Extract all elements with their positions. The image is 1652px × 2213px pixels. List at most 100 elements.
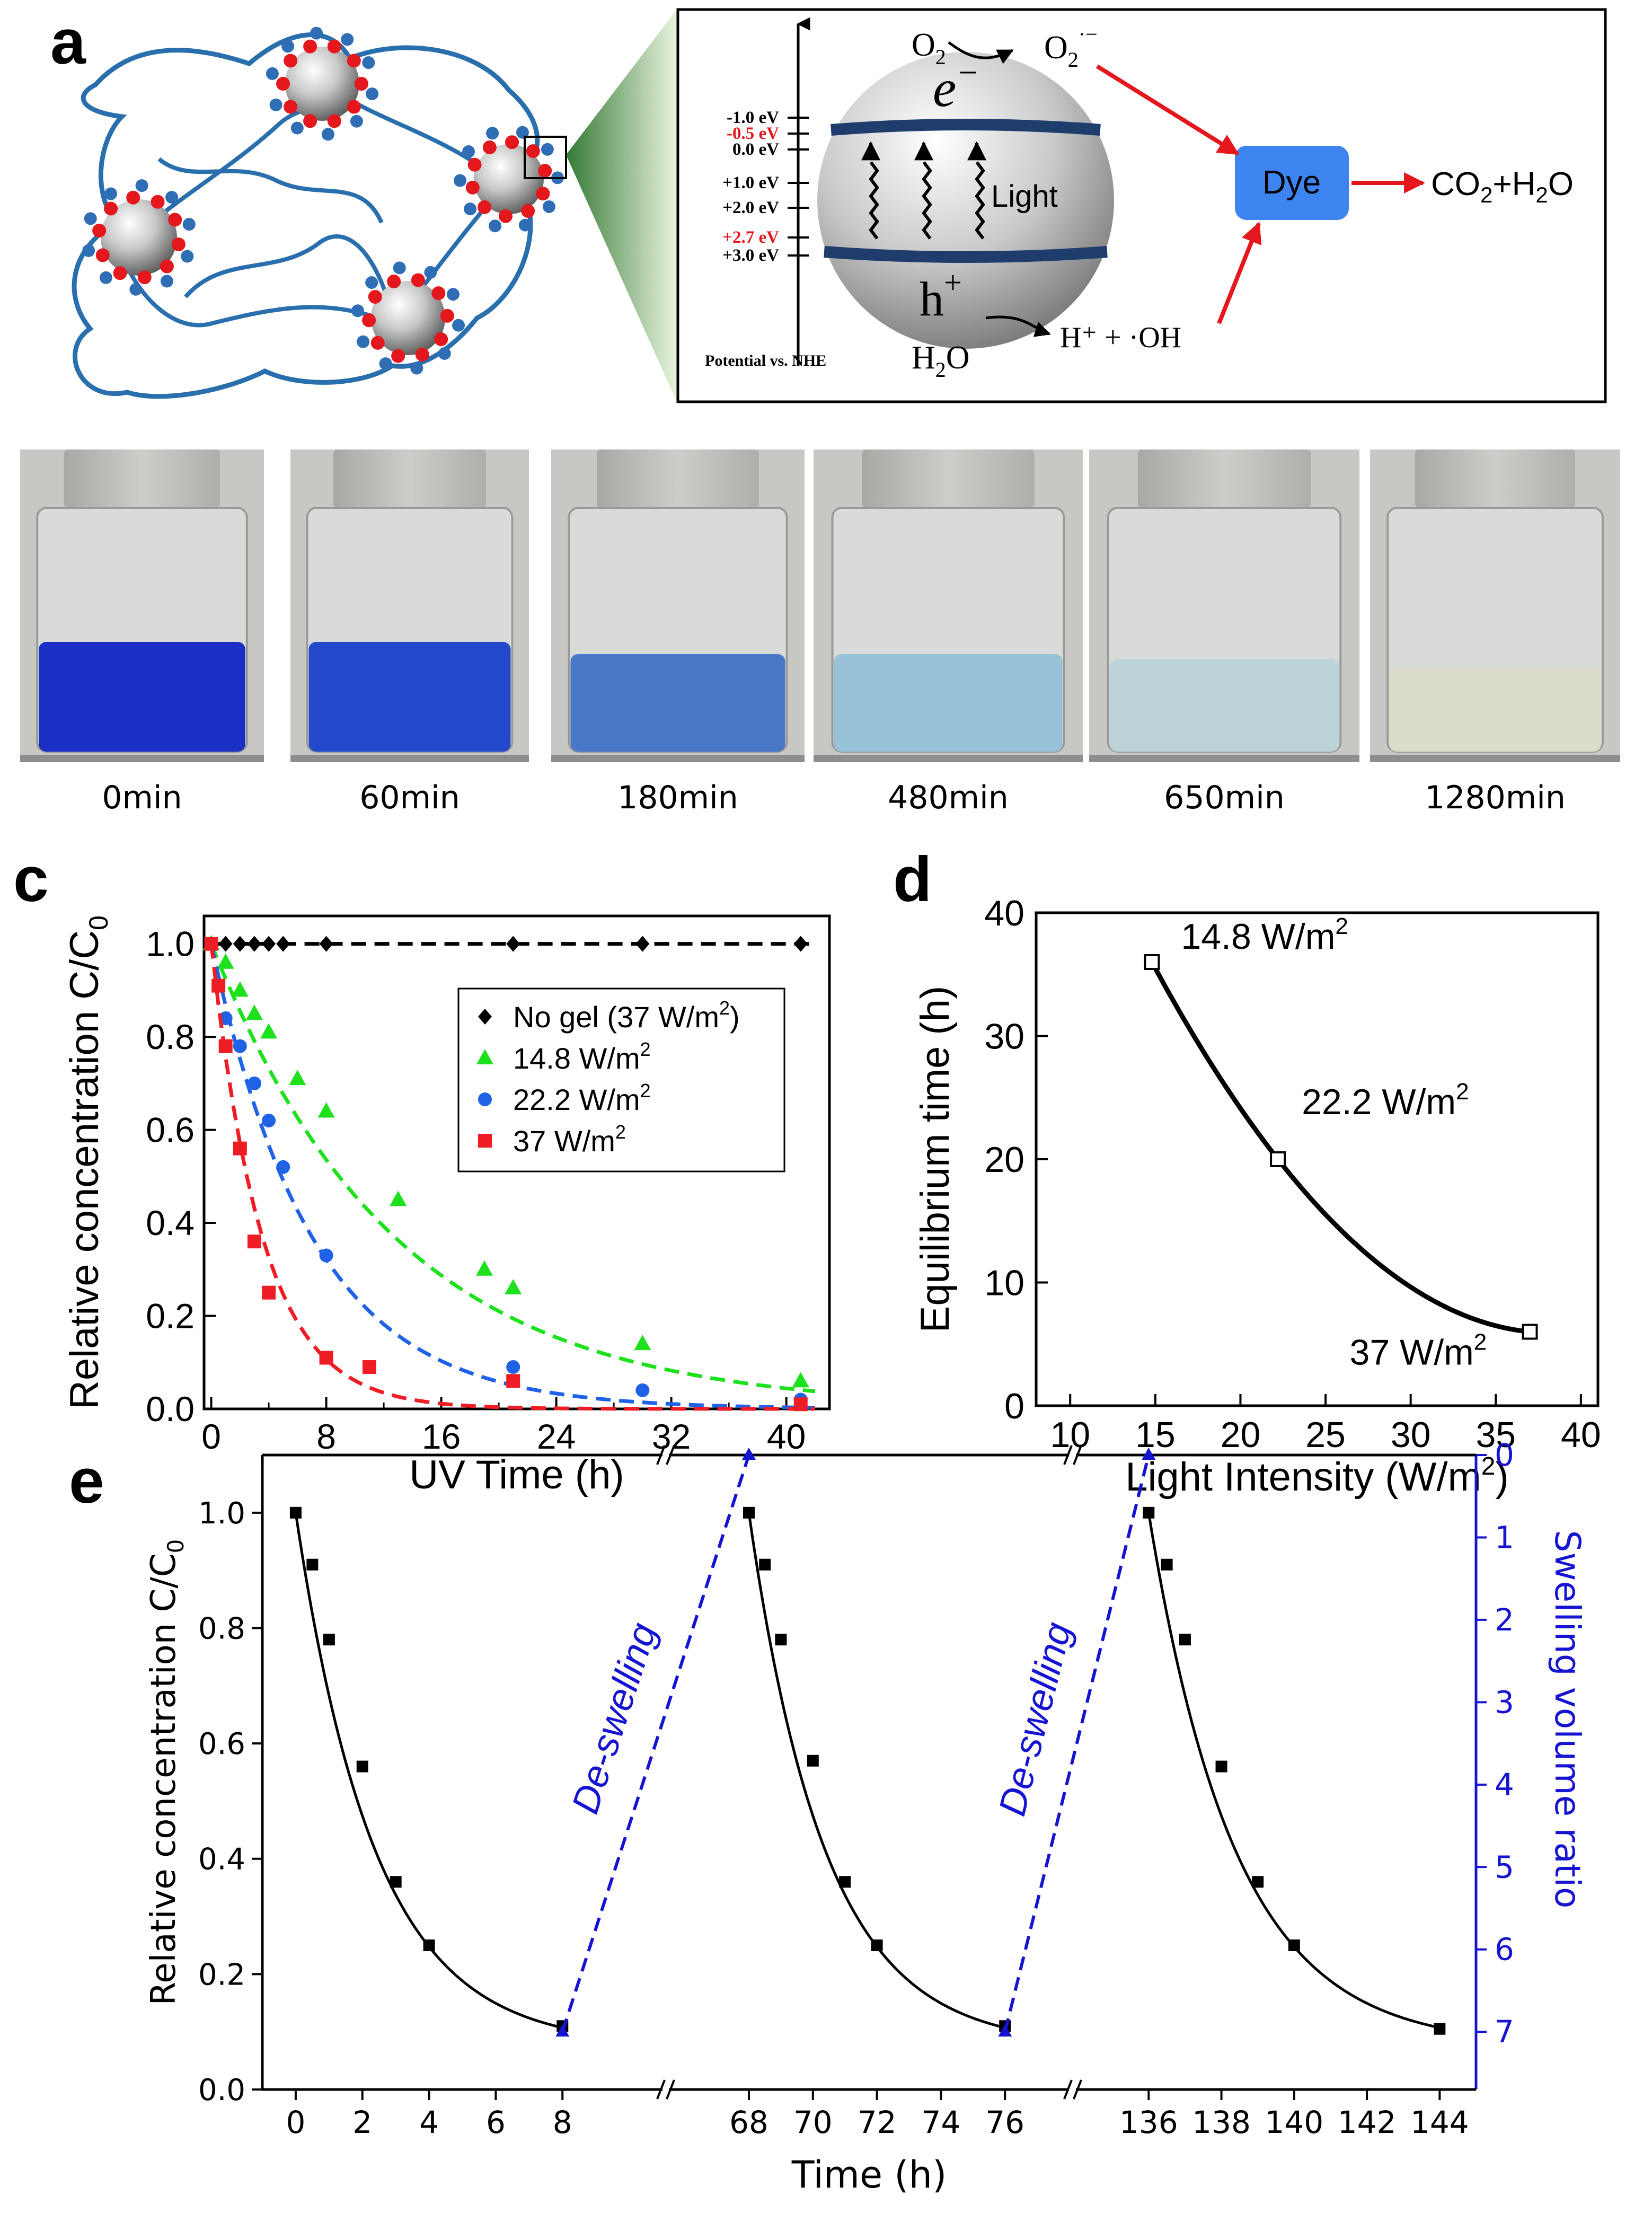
data-point-square — [362, 1360, 376, 1374]
crosslink-dots — [82, 27, 564, 375]
data-point-circle — [247, 1076, 261, 1090]
blue-crosslink-dot — [542, 200, 555, 213]
data-point-square — [743, 1506, 755, 1519]
y-tick-label: 0.0 — [146, 1389, 195, 1429]
data-point-square — [1179, 1634, 1191, 1646]
vial-base — [1370, 755, 1620, 762]
hplus-oh-label: H⁺ + ·OH — [1060, 321, 1181, 354]
data-point-square — [211, 978, 226, 993]
data-point-triangle — [217, 953, 234, 969]
red-crosslink-dot — [536, 187, 550, 201]
data-point-square — [262, 1285, 276, 1300]
data-point-square — [306, 1558, 319, 1571]
x-tick-label: 32 — [652, 1417, 691, 1456]
red-crosslink-dot — [137, 270, 152, 285]
blue-crosslink-dot — [129, 283, 143, 296]
red-crosslink-dot — [355, 77, 368, 91]
y2-tick-label: 3 — [1495, 1684, 1514, 1720]
data-point-square — [1252, 1876, 1264, 1888]
blue-crosslink-dot — [438, 347, 451, 360]
blue-crosslink-dot — [290, 121, 304, 135]
data-point-triangle — [245, 1004, 263, 1020]
legend-box — [457, 988, 785, 1172]
vial-photo — [1370, 449, 1620, 762]
x-tick-label: 144 — [1410, 2104, 1469, 2140]
data-point-open-square — [1144, 954, 1160, 970]
energy-level-label: +3.0 eV — [722, 246, 779, 265]
data-point-square — [356, 1760, 368, 1773]
data-point-diamond — [793, 936, 808, 952]
x-tick-label: 35 — [1476, 1415, 1516, 1455]
y-tick-label: 30 — [984, 1017, 1024, 1057]
legend-label: 37 W/m2 — [513, 1121, 626, 1158]
red-crosslink-dot — [327, 114, 341, 128]
y-tick-label: 0.2 — [198, 1958, 245, 1992]
data-point-square — [218, 1039, 233, 1053]
red-crosslink-dot — [391, 349, 405, 363]
fit-curve — [1150, 960, 1527, 1334]
blue-crosslink-dot — [181, 250, 194, 263]
y-tick-label: 0.8 — [146, 1017, 195, 1056]
blue-crosslink-dot — [486, 127, 499, 140]
data-point-triangle — [289, 1070, 306, 1086]
red-crosslink-dot — [284, 54, 298, 68]
h2o-label: H2O — [912, 340, 970, 382]
data-point-circle — [319, 1248, 333, 1263]
panel-label-a: a — [50, 6, 86, 77]
data-point-diamond — [506, 936, 520, 952]
legend-label: 22.2 W/m2 — [513, 1080, 651, 1116]
red-crosslink-dot — [538, 164, 552, 178]
vial-liquid — [570, 654, 785, 752]
data-point-square — [390, 1876, 402, 1888]
vial-base — [290, 755, 529, 762]
vial-photo — [20, 449, 264, 762]
red-crosslink-dot — [160, 259, 174, 274]
vial-time-label: 650min — [1164, 779, 1285, 816]
deswelling-point — [998, 2024, 1012, 2037]
deswelling-line — [1003, 1454, 1151, 2032]
blue-crosslink-dot — [365, 276, 378, 289]
data-point-triangle — [317, 1102, 335, 1118]
chart-c: 0 8 16 24 32 40 0.0 0.2 0.4 0.6 0.8 1.0 UV Time (h) R… — [62, 914, 831, 1497]
y-tick-label: 20 — [984, 1140, 1024, 1180]
o2-arrow — [948, 41, 1014, 64]
axis-break-mark — [1073, 1445, 1082, 1465]
red-crosslink-dot — [465, 180, 480, 195]
fit-curve — [209, 943, 816, 1394]
data-point-circle — [635, 1383, 650, 1397]
blue-crosslink-dot — [82, 244, 95, 257]
energy-level-label: -1.0 eV — [727, 108, 779, 127]
blue-crosslink-dot — [135, 179, 148, 192]
y2-tick-label: 0 — [1495, 1437, 1514, 1473]
red-crosslink-dot — [303, 39, 317, 54]
x-tick-label: 40 — [1561, 1415, 1601, 1455]
red-crosslink-dot — [284, 100, 298, 114]
x-tick-label: 8 — [316, 1417, 336, 1456]
blue-crosslink-dot — [310, 27, 323, 40]
y2-axis-label: Swelling volume ratio — [1547, 1530, 1588, 1909]
panel-label-d: d — [893, 844, 932, 915]
legend-label: 14.8 W/m2 — [513, 1038, 651, 1075]
vial-neck — [1415, 449, 1576, 508]
energy-level-label: -0.5 eV — [727, 124, 779, 143]
semiconductor-sphere: Light e− h+ — [817, 52, 1114, 349]
x-tick-label: 16 — [422, 1417, 461, 1456]
data-point-diamond — [262, 936, 276, 952]
data-point-diamond — [319, 936, 333, 952]
blue-crosslink-dot — [489, 219, 502, 233]
red-crosslink-dot — [467, 157, 482, 172]
x-tick-label: 2 — [352, 2104, 372, 2140]
data-point-diamond — [276, 936, 290, 952]
y-tick-label: 0 — [1004, 1386, 1024, 1426]
blue-crosslink-dot — [362, 56, 375, 69]
red-crosslink-dot — [434, 332, 448, 347]
red-crosslink-dot — [505, 135, 519, 149]
blue-crosslink-dot — [452, 319, 465, 332]
vial-time-label: 60min — [359, 779, 460, 816]
legend-marker — [476, 1049, 493, 1064]
point-label: 22.2 W/m2 — [1302, 1079, 1469, 1122]
red-crosslink-dot — [370, 336, 385, 350]
data-point-square — [839, 1876, 851, 1888]
data-point-circle — [262, 1114, 276, 1128]
